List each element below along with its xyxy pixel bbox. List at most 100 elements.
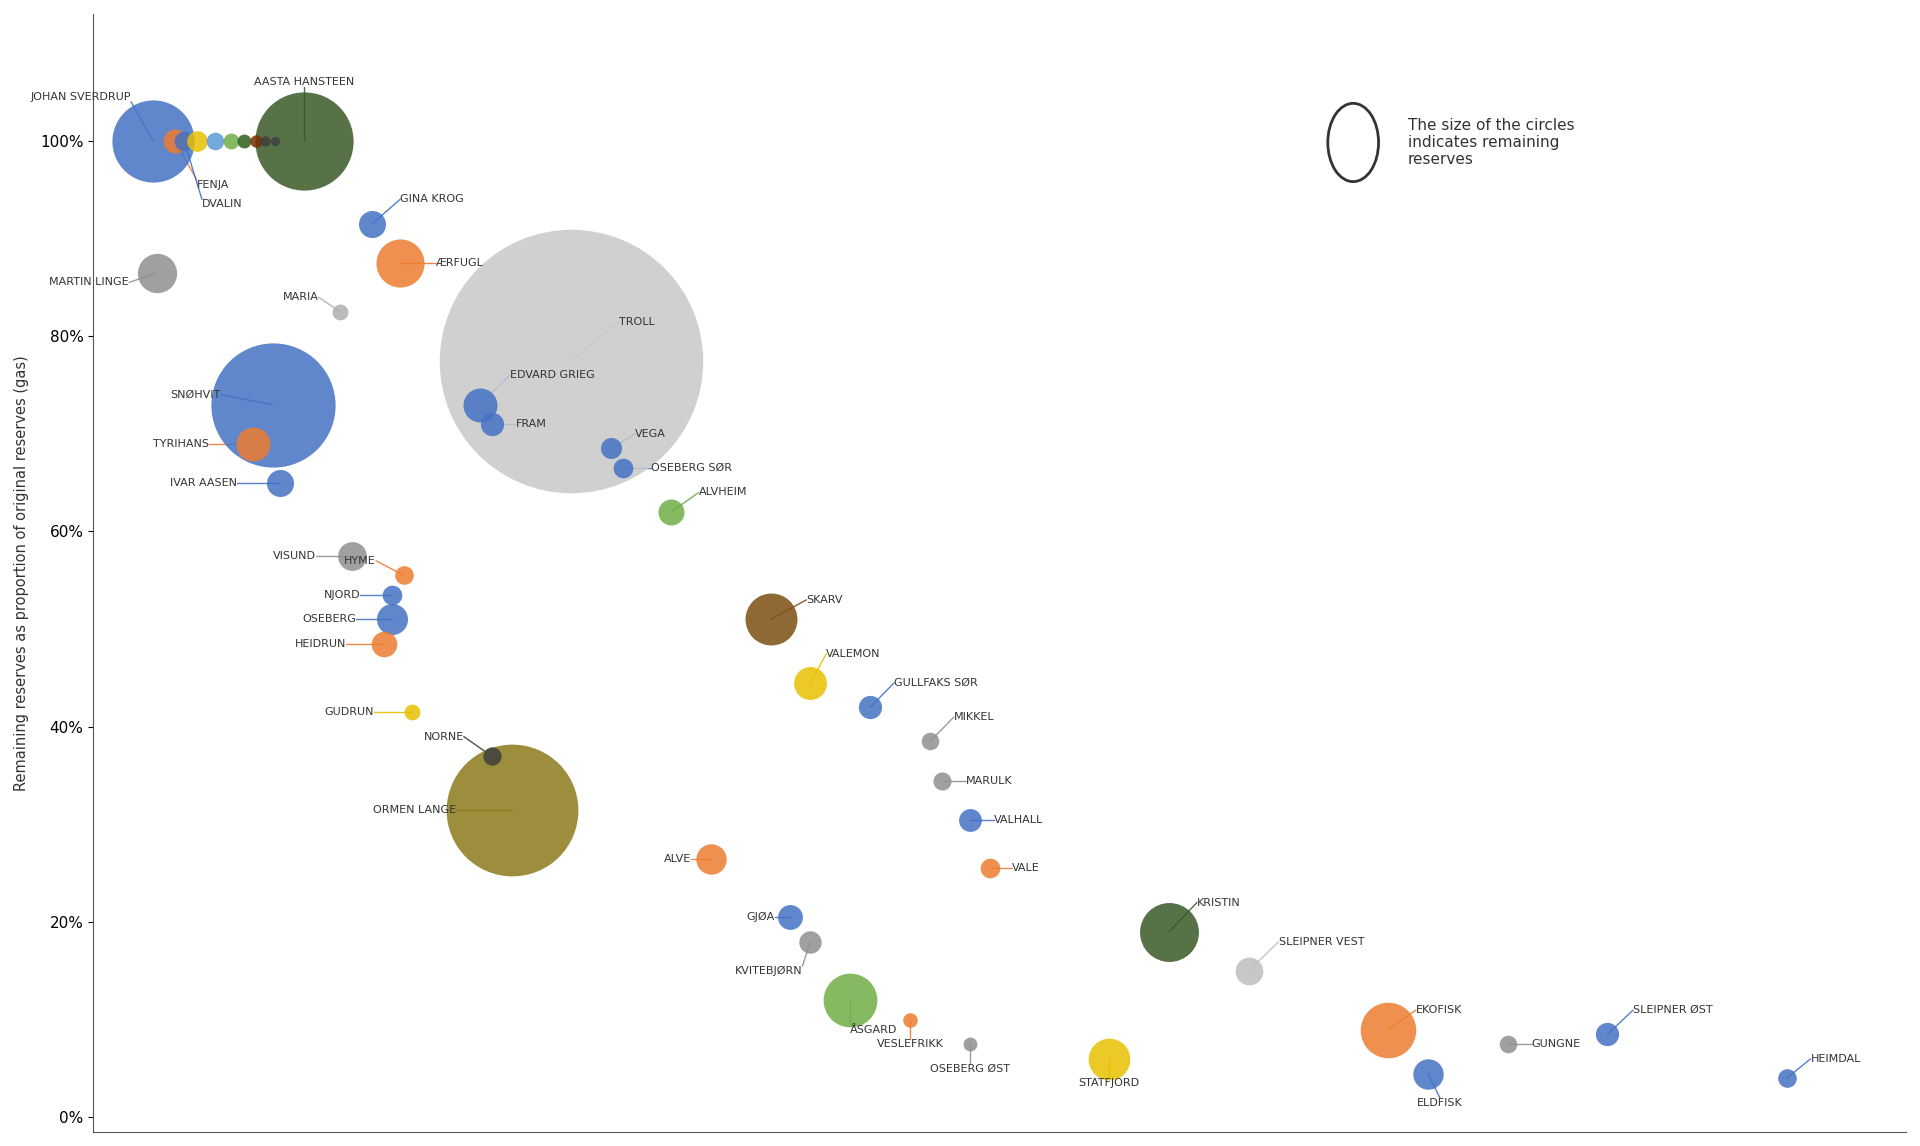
Point xyxy=(927,771,958,790)
Point xyxy=(655,503,685,521)
Point xyxy=(138,132,169,150)
Point xyxy=(755,610,785,628)
Point xyxy=(1772,1069,1803,1088)
Text: ELDFISK: ELDFISK xyxy=(1417,1098,1463,1108)
Point xyxy=(476,415,507,433)
Text: ÅSGARD: ÅSGARD xyxy=(851,1025,899,1035)
Point xyxy=(495,801,526,819)
Point xyxy=(290,132,321,150)
Text: VALEMON: VALEMON xyxy=(826,649,881,659)
Point xyxy=(1373,1020,1404,1038)
Point xyxy=(388,566,419,584)
Text: TROLL: TROLL xyxy=(618,316,655,327)
Point xyxy=(1154,923,1185,941)
Point xyxy=(795,674,826,692)
Text: ALVHEIM: ALVHEIM xyxy=(699,487,747,497)
Text: KVITEBJØRN: KVITEBJØRN xyxy=(735,966,803,976)
Text: VALHALL: VALHALL xyxy=(995,815,1043,825)
Point xyxy=(609,458,639,477)
Point xyxy=(159,132,190,150)
Point xyxy=(169,132,200,150)
Point xyxy=(954,1035,985,1053)
Text: VESLEFRIKK: VESLEFRIKK xyxy=(877,1039,943,1050)
Text: VISUND: VISUND xyxy=(273,551,317,560)
Point xyxy=(795,933,826,951)
Point xyxy=(215,132,246,150)
Text: MIKKEL: MIKKEL xyxy=(954,712,995,722)
Point xyxy=(376,610,407,628)
Text: AASTA HANSTEEN: AASTA HANSTEEN xyxy=(253,77,355,87)
Point xyxy=(595,439,626,457)
Text: MARULK: MARULK xyxy=(966,776,1012,785)
Text: FENJA: FENJA xyxy=(198,180,228,190)
Point xyxy=(1094,1050,1125,1068)
Point xyxy=(336,547,367,565)
Text: FRAM: FRAM xyxy=(516,419,547,429)
Text: KRISTIN: KRISTIN xyxy=(1196,897,1240,908)
Point xyxy=(954,810,985,829)
Point xyxy=(1592,1026,1622,1044)
Point xyxy=(384,253,415,272)
Point xyxy=(369,635,399,653)
Text: HEIMDAL: HEIMDAL xyxy=(1811,1054,1860,1063)
Text: TYRIHANS: TYRIHANS xyxy=(154,439,209,448)
Point xyxy=(250,132,280,150)
Text: SLEIPNER ØST: SLEIPNER ØST xyxy=(1634,1005,1713,1015)
Text: ORMEN LANGE: ORMEN LANGE xyxy=(372,804,455,815)
Text: NJORD: NJORD xyxy=(324,590,361,601)
Text: SLEIPNER VEST: SLEIPNER VEST xyxy=(1279,936,1363,947)
Point xyxy=(835,991,866,1010)
Text: DVALIN: DVALIN xyxy=(202,199,242,210)
Text: VEGA: VEGA xyxy=(636,429,666,439)
Text: OSEBERG: OSEBERG xyxy=(301,614,357,625)
Point xyxy=(557,352,588,370)
Text: GJØA: GJØA xyxy=(747,912,774,923)
Text: VALE: VALE xyxy=(1012,863,1039,873)
Point xyxy=(324,303,355,321)
Text: ALVE: ALVE xyxy=(664,854,691,864)
Text: GULLFAKS SØR: GULLFAKS SØR xyxy=(895,678,977,688)
Text: MARIA: MARIA xyxy=(282,292,319,303)
Text: EKOFISK: EKOFISK xyxy=(1417,1005,1463,1015)
Point xyxy=(895,1011,925,1029)
Point xyxy=(265,473,296,492)
Text: SKARV: SKARV xyxy=(806,595,843,605)
Point xyxy=(465,395,495,414)
Point xyxy=(973,860,1004,878)
Text: GINA KROG: GINA KROG xyxy=(399,195,465,204)
Point xyxy=(240,132,271,150)
Text: JOHAN SVERDRUP: JOHAN SVERDRUP xyxy=(31,92,131,102)
Text: GUNGNE: GUNGNE xyxy=(1532,1039,1580,1050)
Point xyxy=(695,849,726,868)
Text: NORNE: NORNE xyxy=(424,731,465,741)
Point xyxy=(1492,1035,1523,1053)
Text: IVAR AASEN: IVAR AASEN xyxy=(169,478,236,488)
Text: GUDRUN: GUDRUN xyxy=(324,707,374,717)
Point xyxy=(259,132,290,150)
Point xyxy=(228,132,259,150)
Text: HYME: HYME xyxy=(344,556,376,566)
Point xyxy=(854,698,885,716)
Text: SNØHVIT: SNØHVIT xyxy=(171,390,221,400)
Point xyxy=(476,747,507,766)
Point xyxy=(238,434,269,453)
Text: STATFJORD: STATFJORD xyxy=(1079,1078,1140,1089)
Point xyxy=(142,264,173,282)
Text: OSEBERG ØST: OSEBERG ØST xyxy=(929,1063,1010,1074)
Point xyxy=(1413,1065,1444,1083)
Point xyxy=(1233,961,1263,980)
Point xyxy=(776,908,806,926)
Text: HEIDRUN: HEIDRUN xyxy=(296,638,346,649)
Point xyxy=(397,702,428,721)
Text: ÆRFUGL: ÆRFUGL xyxy=(436,258,484,268)
Y-axis label: Remaining reserves as proportion of original reserves (gas): Remaining reserves as proportion of orig… xyxy=(13,355,29,791)
Point xyxy=(257,395,288,414)
Point xyxy=(376,586,407,604)
Text: EDVARD GRIEG: EDVARD GRIEG xyxy=(509,370,595,380)
Point xyxy=(200,132,230,150)
Text: The size of the circles
indicates remaining
reserves: The size of the circles indicates remain… xyxy=(1407,118,1574,167)
Point xyxy=(914,732,945,751)
Point xyxy=(357,214,388,233)
Text: MARTIN LINGE: MARTIN LINGE xyxy=(50,277,129,288)
Text: OSEBERG SØR: OSEBERG SØR xyxy=(651,463,732,473)
